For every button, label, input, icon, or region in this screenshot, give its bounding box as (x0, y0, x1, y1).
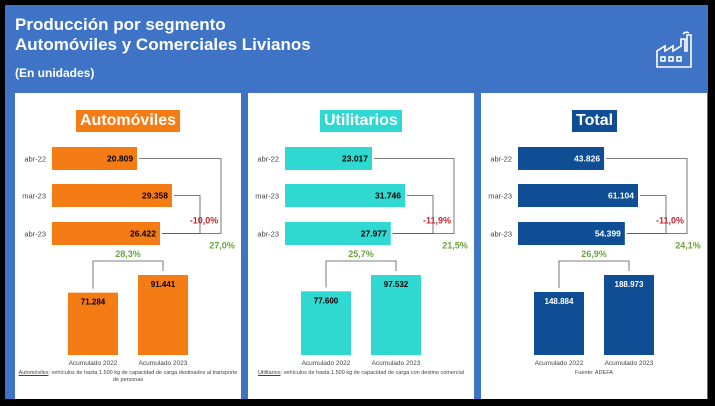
panel-utilitarios: Utilitarios abr-22 23.017 mar-23 31.746 abr-… (248, 93, 474, 399)
bar-monthly (52, 184, 172, 207)
bar-accumulated (371, 275, 421, 355)
data-label: 31.746 (375, 191, 401, 201)
bar-accumulated (301, 291, 351, 355)
variation-monthly-label: -11,0% (656, 216, 684, 226)
variation-yearly-label: 21,5% (442, 241, 468, 251)
tick-label: Acumulado 2022 (69, 360, 118, 367)
data-label: 71.284 (81, 298, 106, 307)
bar-accumulated (138, 275, 188, 355)
title-line-1: Producción por segmento (15, 15, 226, 34)
bar-monthly (285, 222, 391, 245)
tick-label: abr-22 (490, 155, 512, 164)
connector-accumulated (92, 260, 164, 289)
note-term: Utilitarios (257, 370, 281, 376)
data-label: 27.977 (361, 229, 387, 239)
data-label: 97.532 (384, 280, 409, 289)
title-line-2: Automóviles y Comerciales Livianos (15, 35, 311, 54)
bar-accumulated (604, 275, 654, 355)
connector-accumulated (325, 260, 397, 288)
chart-utilitarios: abr-22 23.017 mar-23 31.746 abr-23 27.977 -11,… (255, 147, 468, 367)
tick-label: abr-23 (257, 230, 279, 239)
note-automoviles: Automóviles: vehículos de hasta 1.500 kg… (15, 370, 241, 384)
tick-label: abr-23 (490, 230, 512, 239)
page-subtitle: (En unidades) (15, 66, 95, 80)
bar-accumulated (68, 292, 118, 355)
connector-accumulated (558, 260, 630, 288)
data-label: 91.441 (151, 280, 176, 289)
note-text: : vehículos de hasta 1.500 kg de capacid… (48, 370, 238, 383)
note-source: Fuente: ADEFA (575, 370, 613, 376)
panel-title-utilitarios: Utilitarios (320, 110, 402, 132)
data-label: 20.809 (107, 154, 133, 164)
panel-automoviles: Automóviles abr-22 20.809 mar-23 29.358 abr-… (15, 93, 241, 399)
connector-yearly (139, 158, 222, 234)
bar-monthly (518, 184, 638, 207)
tick-label: abr-22 (24, 155, 46, 164)
bar-monthly (518, 147, 605, 170)
data-label: 26.422 (130, 229, 156, 239)
tick-label: mar-23 (488, 192, 512, 201)
connector-yearly (374, 158, 455, 234)
data-label: 54.399 (595, 229, 621, 239)
bar-accumulated (534, 291, 584, 355)
data-label: 29.358 (142, 191, 168, 201)
bar-monthly (52, 222, 160, 245)
tick-label: Acumulado 2023 (605, 360, 654, 367)
tick-label: Acumulado 2023 (372, 360, 421, 367)
note-text: : vehículos de hasta 1.500 kg de capacid… (280, 370, 465, 376)
chart-automoviles: abr-22 20.809 mar-23 29.358 abr-23 26.422 -10,… (22, 147, 235, 367)
panel-title-automoviles: Automóviles (76, 110, 181, 132)
data-label: 23.017 (342, 154, 368, 164)
tick-label: abr-23 (24, 230, 46, 239)
tick-label: Acumulado 2022 (535, 360, 584, 367)
data-label: 77.600 (314, 296, 339, 305)
variation-monthly-label: -11,9% (423, 216, 451, 226)
bar-monthly (518, 222, 625, 245)
slide: Producción por segmento Automóviles y Co… (5, 5, 708, 399)
connector-yearly (606, 158, 688, 234)
note-utilitarios: Utilitarios: vehículos de hasta 1.500 kg… (248, 370, 474, 377)
tick-label: mar-23 (22, 192, 46, 201)
bar-monthly (285, 147, 373, 170)
variation-accumulated-label: 25,7% (348, 249, 374, 259)
variation-yearly-label: 27,0% (209, 241, 235, 251)
bar-monthly (52, 147, 138, 170)
panel-total: Total abr-22 43.826 mar-23 61.104 abr-23 54.3… (481, 93, 707, 399)
variation-accumulated-label: 26,9% (581, 249, 607, 259)
variation-yearly-label: 24,1% (675, 241, 701, 251)
tick-label: mar-23 (255, 192, 279, 201)
tick-label: Acumulado 2022 (302, 360, 351, 367)
variation-accumulated-label: 28,3% (115, 249, 141, 259)
factory-icon (656, 31, 692, 68)
note-term: Automóviles (18, 370, 49, 376)
panel-title-total: Total (572, 110, 618, 132)
data-label: 148.884 (545, 297, 574, 306)
data-label: 61.104 (608, 191, 634, 201)
tick-label: Acumulado 2023 (139, 360, 188, 367)
bar-monthly (285, 184, 405, 207)
data-label: 43.826 (574, 154, 600, 164)
chart-total: abr-22 43.826 mar-23 61.104 abr-23 54.399 -11,… (488, 147, 701, 367)
data-label: 188.973 (615, 280, 644, 289)
variation-monthly-label: -10,0% (190, 216, 219, 226)
tick-label: abr-22 (257, 155, 279, 164)
page-title: Producción por segmento Automóviles y Co… (15, 15, 311, 55)
